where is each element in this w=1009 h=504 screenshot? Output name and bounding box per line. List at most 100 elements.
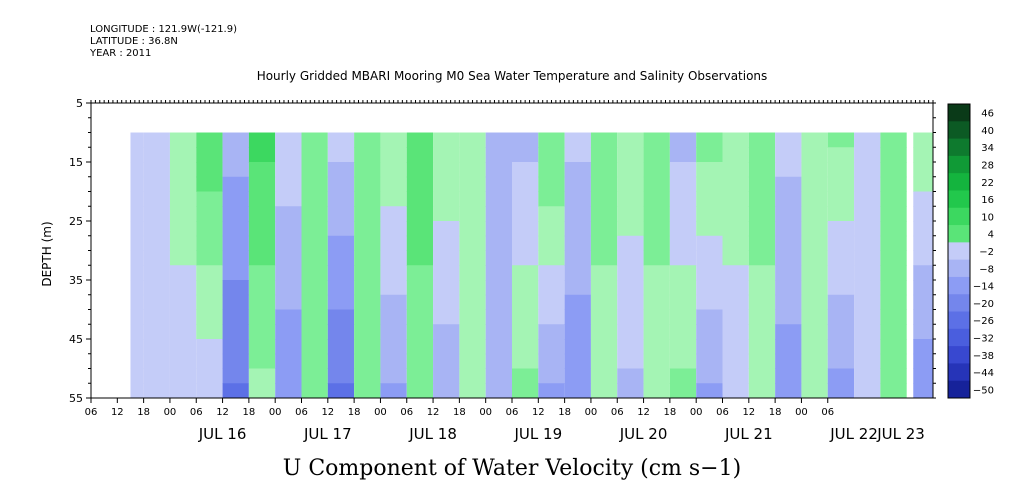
x-tick-label: 12 bbox=[742, 407, 755, 418]
heatmap-cell bbox=[669, 339, 697, 355]
heatmap-cell bbox=[643, 353, 670, 369]
heatmap-cell bbox=[130, 368, 144, 384]
heatmap-cell bbox=[564, 339, 591, 355]
heatmap-cell bbox=[854, 265, 881, 281]
heatmap-cell bbox=[485, 368, 512, 384]
heatmap-cell bbox=[880, 339, 907, 355]
heatmap-cell bbox=[512, 132, 539, 148]
heatmap-cell bbox=[775, 339, 802, 355]
heatmap-cell bbox=[143, 353, 170, 369]
x-axis-label: U Component of Water Velocity (cm s−1) bbox=[283, 456, 741, 481]
heatmap-cell bbox=[143, 221, 170, 237]
heatmap-cell bbox=[696, 206, 723, 222]
heatmap-cell bbox=[275, 324, 302, 340]
heatmap-cell bbox=[913, 132, 933, 148]
heatmap-cell bbox=[590, 132, 618, 148]
heatmap-cell bbox=[433, 176, 460, 192]
x-tick-label: 00 bbox=[374, 407, 387, 418]
y-tick-label: 5 bbox=[76, 97, 83, 110]
heatmap-cell bbox=[748, 368, 776, 384]
heatmap-cell bbox=[485, 324, 512, 340]
heatmap-cell bbox=[512, 324, 539, 340]
heatmap-cell bbox=[196, 383, 223, 399]
heatmap-cell bbox=[222, 280, 249, 296]
heatmap-cell bbox=[327, 309, 355, 325]
heatmap-cell bbox=[669, 368, 697, 384]
heatmap-cell bbox=[643, 265, 670, 281]
heatmap-cell bbox=[354, 250, 381, 266]
heatmap-cell bbox=[880, 353, 907, 369]
heatmap-cell bbox=[169, 383, 197, 399]
heatmap-cell bbox=[327, 353, 355, 369]
heatmap-cell bbox=[327, 265, 355, 281]
heatmap-cell bbox=[327, 206, 355, 222]
heatmap-cell bbox=[748, 353, 776, 369]
heatmap-cell bbox=[459, 383, 486, 399]
y-tick-label: 55 bbox=[69, 392, 83, 405]
heatmap-cell bbox=[485, 191, 512, 207]
heatmap-cell bbox=[248, 221, 276, 237]
heatmap-cell bbox=[433, 206, 460, 222]
heatmap-cell bbox=[696, 368, 723, 384]
heatmap-cell bbox=[880, 309, 907, 325]
heatmap-cell bbox=[617, 353, 644, 369]
heatmap-cell bbox=[538, 132, 565, 148]
heatmap-cell bbox=[354, 280, 381, 296]
x-tick-label: 00 bbox=[795, 407, 808, 418]
heatmap-cell bbox=[669, 324, 697, 340]
heatmap-cell bbox=[590, 147, 618, 163]
heatmap-cell bbox=[485, 265, 512, 281]
heatmap-cell bbox=[301, 280, 328, 296]
colorbar-bin bbox=[948, 294, 970, 313]
heatmap-cell bbox=[222, 309, 249, 325]
heatmap-cell bbox=[913, 191, 933, 207]
heatmap-cell bbox=[617, 206, 644, 222]
heatmap-cell bbox=[143, 368, 170, 384]
heatmap-cell bbox=[512, 191, 539, 207]
x-tick-label: 00 bbox=[690, 407, 703, 418]
heatmap-cell bbox=[643, 309, 670, 325]
heatmap-cell bbox=[327, 176, 355, 192]
heatmap-cell bbox=[433, 339, 460, 355]
x-tick-label: 06 bbox=[190, 407, 203, 418]
heatmap-cell bbox=[196, 206, 223, 222]
heatmap-cell bbox=[590, 324, 618, 340]
heatmap-cell bbox=[669, 162, 697, 178]
heatmap-cell bbox=[696, 280, 723, 296]
heatmap-cell bbox=[459, 324, 486, 340]
heatmap-cell bbox=[130, 265, 144, 281]
x-date-label: JUL 17 bbox=[303, 425, 352, 443]
x-tick-label: 06 bbox=[506, 407, 519, 418]
x-date-label: JUL 22 bbox=[829, 425, 878, 443]
heatmap-cell bbox=[143, 250, 170, 266]
heatmap-cell bbox=[380, 191, 407, 207]
heatmap-cell bbox=[722, 368, 749, 384]
colorbar-label: 28 bbox=[981, 161, 994, 172]
heatmap-cell bbox=[301, 132, 328, 148]
heatmap-cell bbox=[459, 235, 486, 251]
heatmap-cell bbox=[538, 353, 565, 369]
heatmap-cell bbox=[854, 294, 881, 310]
x-tick-label: 18 bbox=[137, 407, 150, 418]
heatmap-cell bbox=[827, 280, 855, 296]
colorbar-bin bbox=[948, 346, 970, 364]
heatmap-cell bbox=[880, 191, 907, 207]
heatmap-cell bbox=[196, 176, 223, 192]
heatmap-cell bbox=[564, 265, 591, 281]
heatmap-cell bbox=[301, 206, 328, 222]
heatmap-cell bbox=[748, 339, 776, 355]
heatmap-cell bbox=[143, 206, 170, 222]
heatmap-cell bbox=[143, 132, 170, 148]
heatmap-cell bbox=[301, 235, 328, 251]
heatmap-cell bbox=[354, 132, 381, 148]
heatmap-cell bbox=[801, 206, 828, 222]
heatmap-cell bbox=[880, 176, 907, 192]
heatmap-cell bbox=[913, 147, 933, 163]
heatmap-cell bbox=[433, 309, 460, 325]
heatmap-cell bbox=[196, 324, 223, 340]
heatmap-cell bbox=[130, 294, 144, 310]
heatmap-cell bbox=[143, 339, 170, 355]
heatmap-cell bbox=[485, 353, 512, 369]
heatmap-cell bbox=[354, 147, 381, 163]
